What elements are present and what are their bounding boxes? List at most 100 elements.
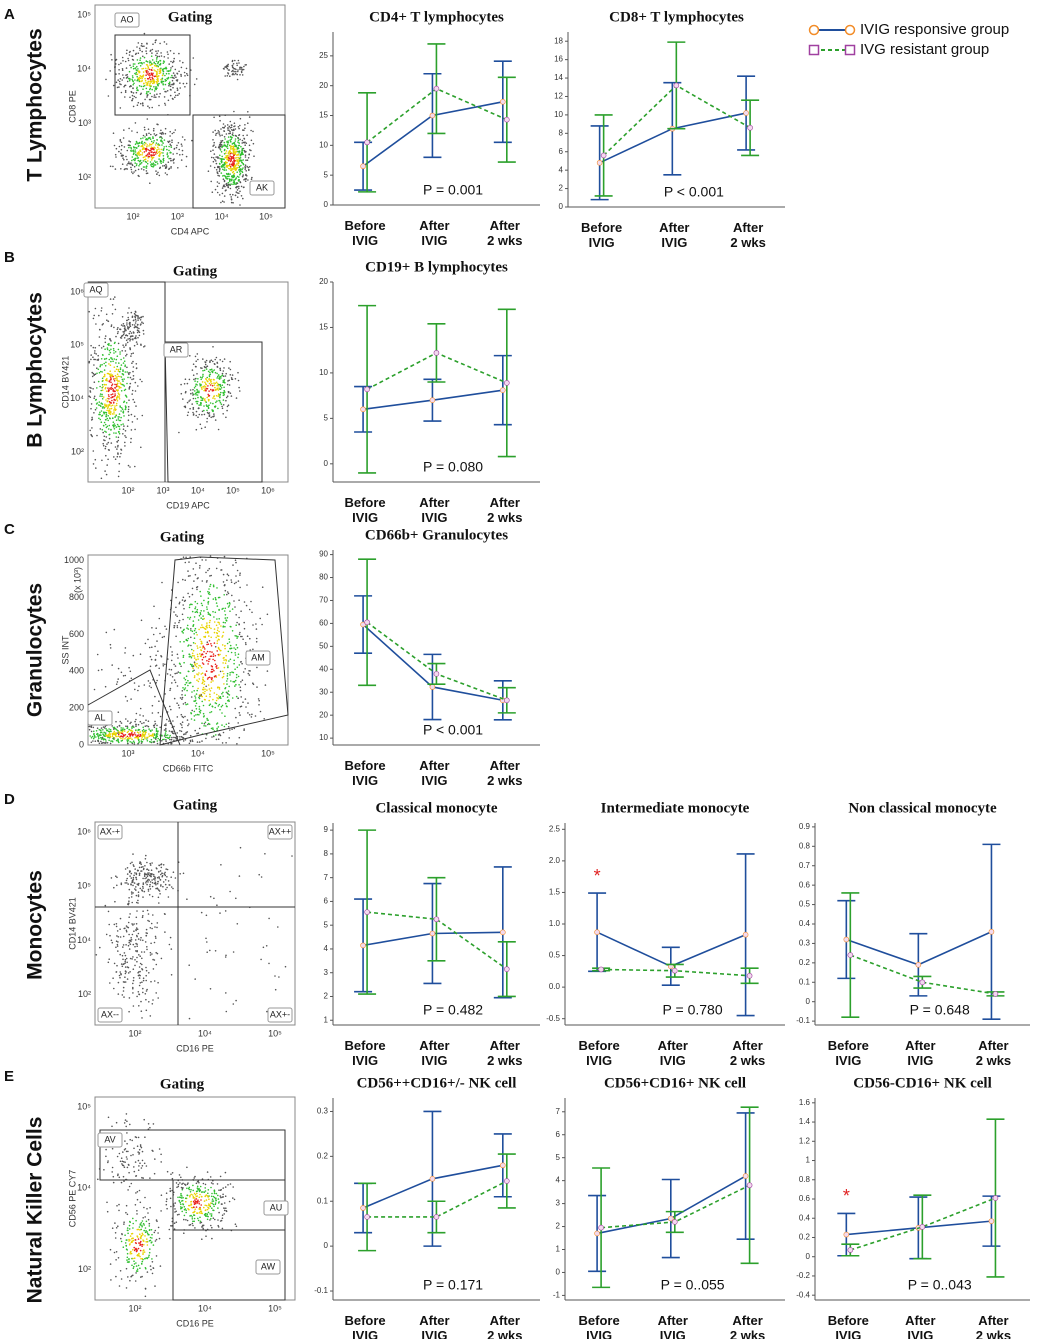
event-dot xyxy=(129,348,131,350)
event-dot xyxy=(161,636,164,639)
event-dot xyxy=(189,604,191,606)
event-dot xyxy=(96,387,98,389)
event-dot xyxy=(149,862,151,865)
event-dot xyxy=(216,904,218,906)
event-dot xyxy=(236,64,238,67)
event-dot xyxy=(222,370,225,372)
event-dot xyxy=(167,57,169,59)
event-dot xyxy=(205,737,207,740)
event-dot xyxy=(176,672,178,674)
event-dot xyxy=(116,396,118,399)
event-dot xyxy=(225,396,228,399)
event-dot xyxy=(233,662,235,665)
event-dot xyxy=(177,671,180,673)
event-dot xyxy=(174,1202,176,1204)
event-dot xyxy=(103,439,105,441)
event-dot xyxy=(168,63,170,65)
event-dot xyxy=(130,937,132,939)
event-dot xyxy=(142,156,145,159)
event-dot xyxy=(130,146,132,149)
event-dot xyxy=(158,617,161,620)
event-dot xyxy=(113,730,116,733)
event-dot xyxy=(208,624,211,627)
event-dot xyxy=(139,887,142,890)
event-dot xyxy=(204,426,206,429)
event-dot xyxy=(226,178,228,180)
event-dot xyxy=(235,614,237,616)
event-dot xyxy=(101,393,103,396)
event-dot xyxy=(120,449,123,451)
event-dot xyxy=(120,386,122,389)
event-dot xyxy=(179,723,182,725)
event-dot xyxy=(201,695,203,698)
event-dot xyxy=(201,688,204,691)
event-dot xyxy=(236,192,239,194)
event-dot xyxy=(88,360,91,363)
event-dot xyxy=(212,610,214,613)
event-dot xyxy=(229,145,232,147)
event-dot xyxy=(102,444,105,447)
event-dot xyxy=(220,377,222,379)
event-dot xyxy=(201,381,204,383)
event-dot xyxy=(196,608,199,611)
event-dot xyxy=(192,406,195,409)
event-dot xyxy=(118,419,120,422)
event-dot xyxy=(145,142,147,145)
event-dot xyxy=(153,69,155,71)
event-dot xyxy=(91,435,93,438)
event-dot xyxy=(199,423,202,426)
event-dot xyxy=(232,174,235,176)
event-dot xyxy=(209,371,211,374)
event-dot xyxy=(230,201,233,204)
event-dot xyxy=(198,1187,200,1190)
event-dot xyxy=(117,732,119,734)
event-dot xyxy=(117,368,120,371)
event-dot xyxy=(168,72,170,75)
event-dot xyxy=(110,740,112,742)
event-dot xyxy=(234,1223,237,1225)
event-dot xyxy=(152,72,154,75)
event-dot xyxy=(227,650,230,653)
event-dot xyxy=(145,161,148,163)
event-dot xyxy=(230,126,233,129)
event-dot xyxy=(108,338,111,340)
event-dot xyxy=(142,726,144,729)
event-dot xyxy=(237,161,240,164)
event-dot xyxy=(132,992,134,994)
event-dot xyxy=(158,55,161,58)
event-dot xyxy=(118,63,120,66)
event-dot xyxy=(126,873,129,875)
event-dot xyxy=(149,883,151,886)
event-dot xyxy=(114,733,117,736)
event-dot xyxy=(207,393,209,396)
event-dot xyxy=(219,561,222,563)
row-label: Granulocytes xyxy=(24,583,47,717)
event-dot xyxy=(157,68,159,71)
event-dot xyxy=(129,340,131,342)
event-dot xyxy=(202,704,205,707)
event-dot xyxy=(184,694,186,696)
event-dot xyxy=(110,325,113,328)
event-dot xyxy=(219,653,221,656)
event-dot xyxy=(227,152,230,154)
event-dot xyxy=(145,60,148,63)
event-dot xyxy=(164,729,167,731)
event-dot xyxy=(291,855,293,857)
event-dot xyxy=(104,411,106,414)
event-dot xyxy=(127,59,130,62)
event-dot xyxy=(220,140,222,142)
event-dot xyxy=(108,389,110,391)
event-dot xyxy=(155,627,157,629)
event-dot xyxy=(140,619,143,622)
event-dot xyxy=(212,409,214,412)
event-dot xyxy=(140,316,142,319)
event-dot xyxy=(227,185,229,187)
event-dot xyxy=(119,928,121,930)
event-dot xyxy=(215,356,218,359)
event-dot xyxy=(139,653,142,655)
event-dot xyxy=(199,613,202,615)
event-dot xyxy=(126,425,129,428)
event-dot xyxy=(132,740,135,742)
event-dot xyxy=(221,608,223,610)
event-dot xyxy=(99,404,101,407)
